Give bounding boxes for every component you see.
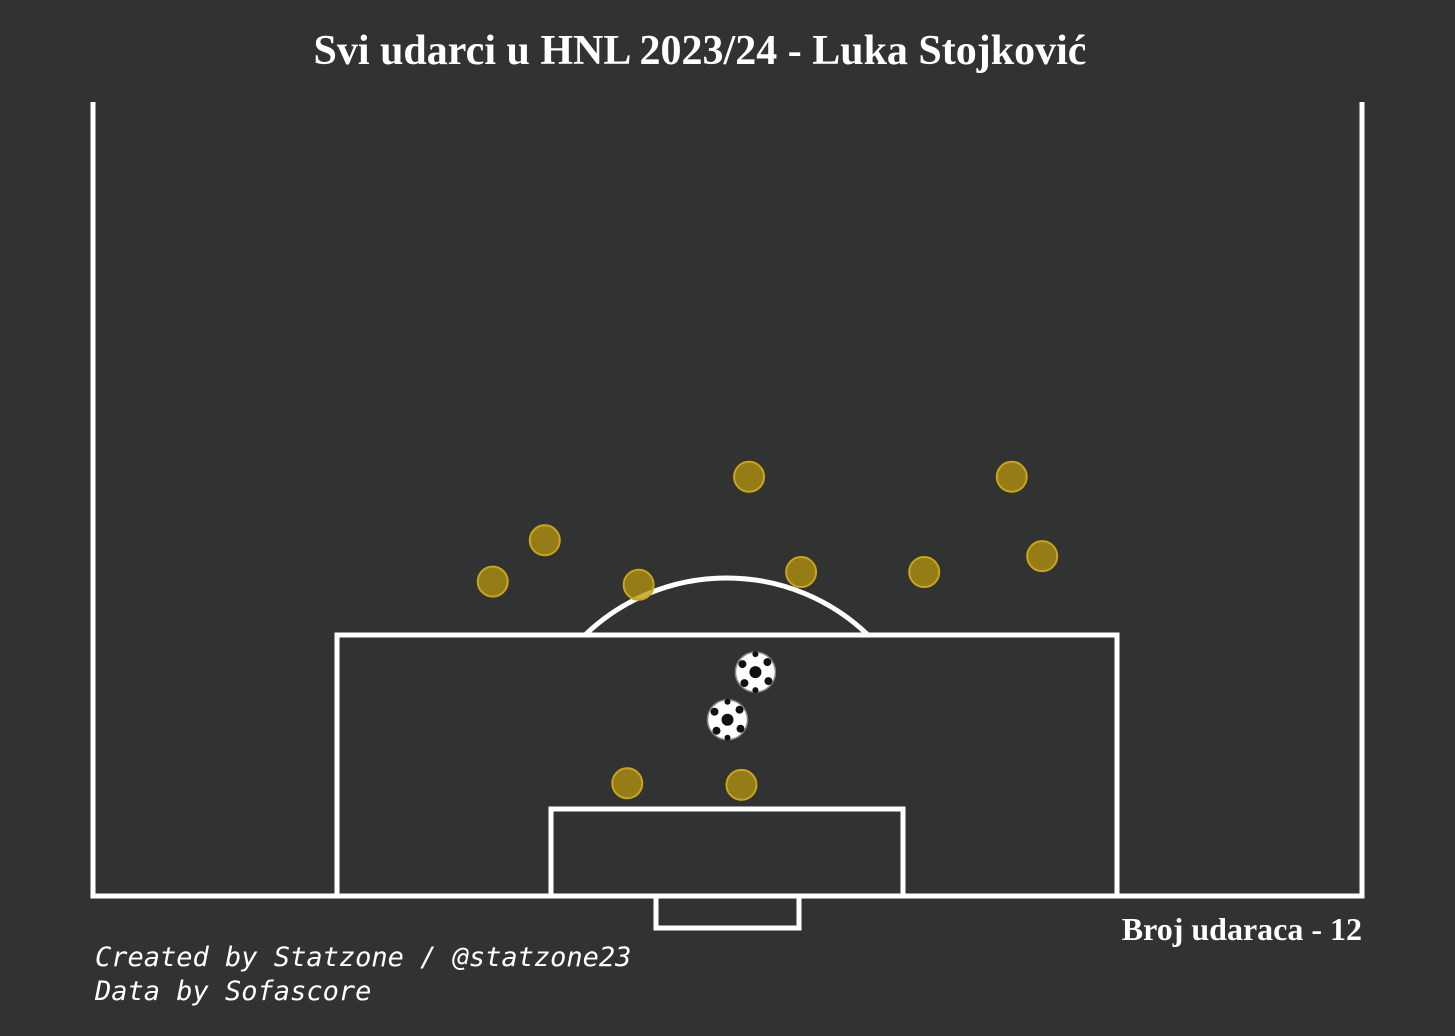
goal-marker [706,698,749,741]
shot-count: Broj udaraca - 12 [1122,911,1362,947]
ball-patch [763,658,772,667]
pitch [90,102,1365,931]
penalty-arc [583,575,870,637]
ball-patch [749,666,762,679]
credit: Created by Statzone / @statzone23 [95,942,631,973]
shot-marker [725,768,758,801]
shot-marker [908,556,941,589]
six-yard-box [548,806,906,896]
goal-marker [734,651,777,694]
ball-patch [724,698,731,705]
shot-marker [476,565,509,598]
shot-marker [611,767,644,800]
shot-marker [1026,540,1059,573]
ball-patch [740,679,749,688]
shot-marker [995,460,1028,493]
ball-patch [735,705,744,714]
ball-patch [738,660,747,669]
ball-patch [710,707,719,716]
credit: Data by Sofascore [94,976,371,1007]
chart-title: Svi udarci u HNL 2023/24 - Luka Stojkovi… [314,28,1087,74]
penalty-box [334,632,1120,896]
pitch-outline [90,102,1365,899]
ball-patch [736,724,745,733]
shot-marker [785,556,818,589]
shot-marker [733,460,766,493]
ball-patch [752,651,759,658]
ball-patch [764,677,773,686]
shot-marker [528,524,561,557]
ball-patch [752,687,759,694]
ball-patch [712,726,721,735]
goal [653,896,802,931]
ball-patch [721,713,734,726]
ball-patch [724,734,731,741]
shot-marker [622,568,655,601]
